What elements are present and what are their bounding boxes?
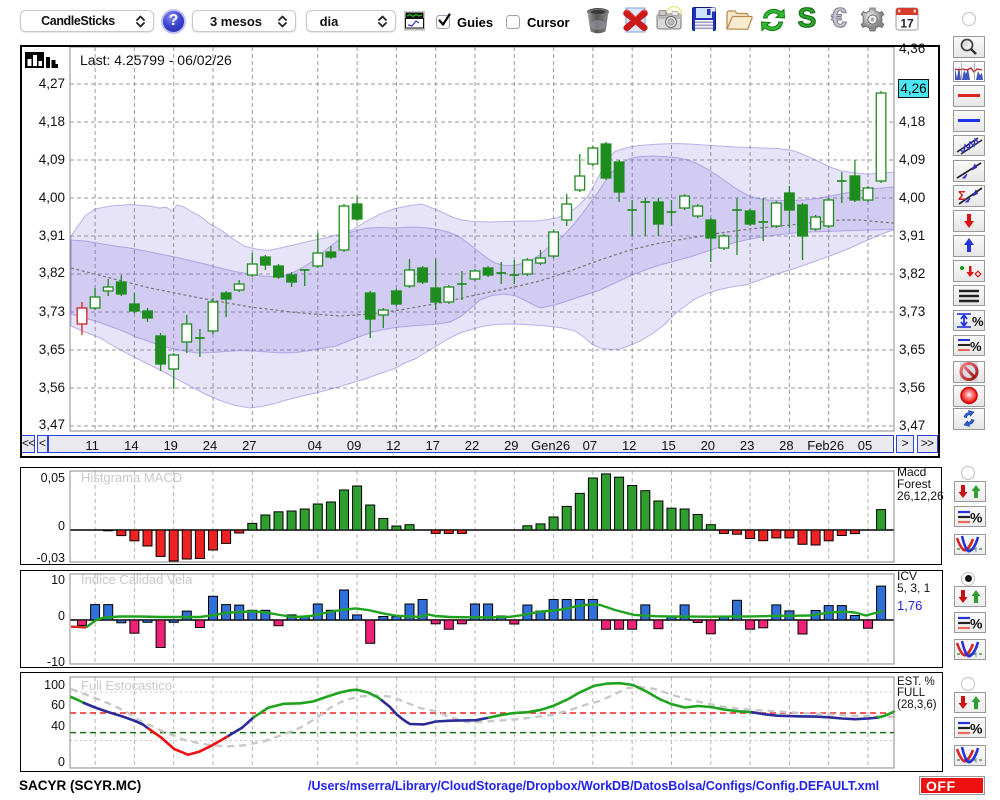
svg-text:%: %	[972, 314, 984, 329]
svg-text:S: S	[798, 4, 817, 32]
svg-text:%: %	[970, 510, 983, 526]
svg-text:%: %	[970, 339, 982, 354]
svg-text:Σ: Σ	[958, 188, 966, 203]
svg-text:%: %	[970, 615, 983, 631]
svg-text:%: %	[970, 721, 983, 737]
svg-text:17: 17	[900, 17, 914, 31]
svg-text:€: €	[831, 4, 847, 32]
